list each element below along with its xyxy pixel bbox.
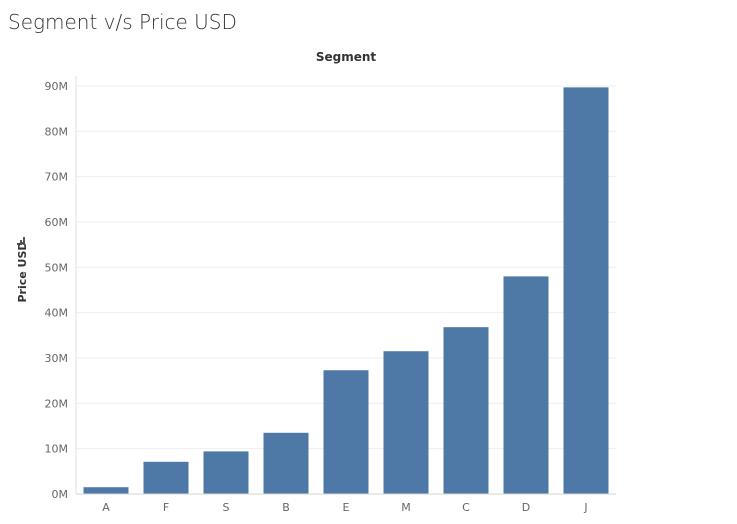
column-header: Segment	[316, 50, 377, 64]
bar-d	[503, 276, 549, 494]
y-tick-label: 40M	[45, 307, 69, 320]
x-tick-label: F	[163, 501, 169, 514]
y-tick-label: 90M	[45, 80, 69, 93]
sort-icon[interactable]	[17, 237, 25, 245]
y-axis-ticks: 0M 10M 20M 30M 40M 50M 60M 70M 80M 90M	[45, 80, 69, 501]
x-tick-label: S	[223, 501, 230, 514]
x-tick-label: C	[462, 501, 470, 514]
bar-m	[383, 351, 429, 494]
y-tick-label: 60M	[45, 216, 69, 229]
x-tick-label: A	[102, 501, 110, 514]
bar-b	[263, 432, 309, 494]
y-tick-label: 20M	[45, 397, 69, 410]
bar-f	[143, 461, 189, 494]
bar-e	[323, 370, 369, 494]
bar-a	[83, 487, 129, 494]
y-tick-label: 70M	[45, 171, 69, 184]
x-tick-label: E	[343, 501, 350, 514]
x-tick-label: B	[282, 501, 290, 514]
x-tick-label: J	[583, 501, 587, 514]
y-tick-label: 10M	[45, 443, 69, 456]
bar-j	[563, 87, 609, 495]
y-tick-label: 50M	[45, 261, 69, 274]
y-tick-label: 80M	[45, 125, 69, 138]
y-axis-label: Price USD	[16, 241, 29, 302]
y-tick-label: 30M	[45, 352, 69, 365]
y-axis-title[interactable]: Price USD	[16, 237, 29, 303]
bar-s	[203, 451, 249, 494]
y-tick-label: 0M	[52, 488, 69, 501]
chart-title: Segment v/s Price USD	[8, 10, 237, 34]
bars	[83, 87, 609, 495]
bar-c	[443, 327, 489, 494]
x-tick-label: D	[522, 501, 530, 514]
x-tick-label: M	[401, 501, 411, 514]
